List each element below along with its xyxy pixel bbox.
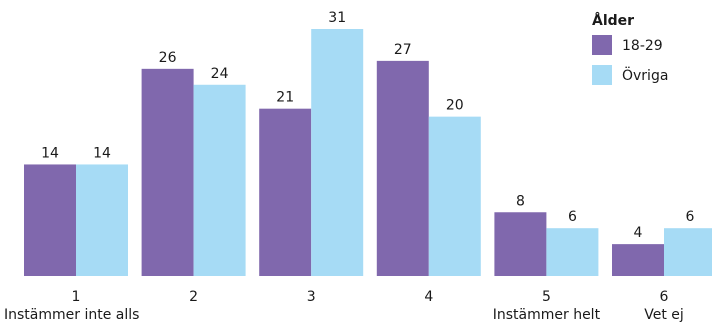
bars-layer xyxy=(24,29,712,276)
legend-label: 18-29 xyxy=(622,38,663,54)
value-label: 20 xyxy=(446,98,464,114)
bar-Övriga-cat-3 xyxy=(311,29,364,276)
value-label: 26 xyxy=(159,50,177,66)
x-tick-label: 1 xyxy=(72,289,81,305)
value-label: 21 xyxy=(276,90,294,106)
value-label: 24 xyxy=(211,66,229,82)
bar-18-29-cat-4 xyxy=(376,60,429,276)
x-tick-label: 5 xyxy=(542,289,551,305)
bar-Övriga-cat-6 xyxy=(664,228,712,276)
value-label: 31 xyxy=(328,10,346,26)
x-tick-label: 6 xyxy=(660,289,669,305)
x-tick-sublabel: Vet ej xyxy=(644,307,684,323)
x-tick-sublabel: Instämmer helt xyxy=(493,307,601,323)
bar-18-29-cat-2 xyxy=(141,68,194,276)
bar-Övriga-cat-4 xyxy=(428,116,481,276)
value-label: 8 xyxy=(516,193,525,209)
bar-Övriga-cat-2 xyxy=(193,84,246,276)
x-tick-label: 2 xyxy=(189,289,198,305)
legend-title: Ålder xyxy=(592,12,634,29)
x-tick-label: 4 xyxy=(424,289,433,305)
value-label: 6 xyxy=(568,209,577,225)
value-label: 14 xyxy=(93,145,111,161)
legend-swatch-18-29 xyxy=(592,35,612,55)
bar-18-29-cat-3 xyxy=(259,108,312,276)
value-label: 4 xyxy=(634,225,643,241)
tick-labels-layer: 1 Instämmer inte alls 2 3 4 5 Instämmer helt 6 V… xyxy=(4,289,684,323)
value-label: 6 xyxy=(686,209,695,225)
value-label: 27 xyxy=(394,42,412,58)
bar-18-29-cat-5 xyxy=(494,212,547,276)
legend-label: Övriga xyxy=(622,66,668,84)
bar-18-29-cat-1 xyxy=(24,164,76,276)
x-tick-label: 3 xyxy=(307,289,316,305)
bar-Övriga-cat-5 xyxy=(546,228,599,276)
value-label: 14 xyxy=(41,145,59,161)
legend-swatch-Övriga xyxy=(592,65,612,85)
legend: Ålder 18-29 Övriga xyxy=(592,12,668,85)
bar-18-29-cat-6 xyxy=(612,244,664,276)
x-tick-sublabel: Instämmer inte alls xyxy=(4,307,139,323)
value-labels-layer: 14 14 26 24 21 31 27 20 8 6 4 6 xyxy=(41,10,694,241)
bar-Övriga-cat-1 xyxy=(76,164,128,276)
